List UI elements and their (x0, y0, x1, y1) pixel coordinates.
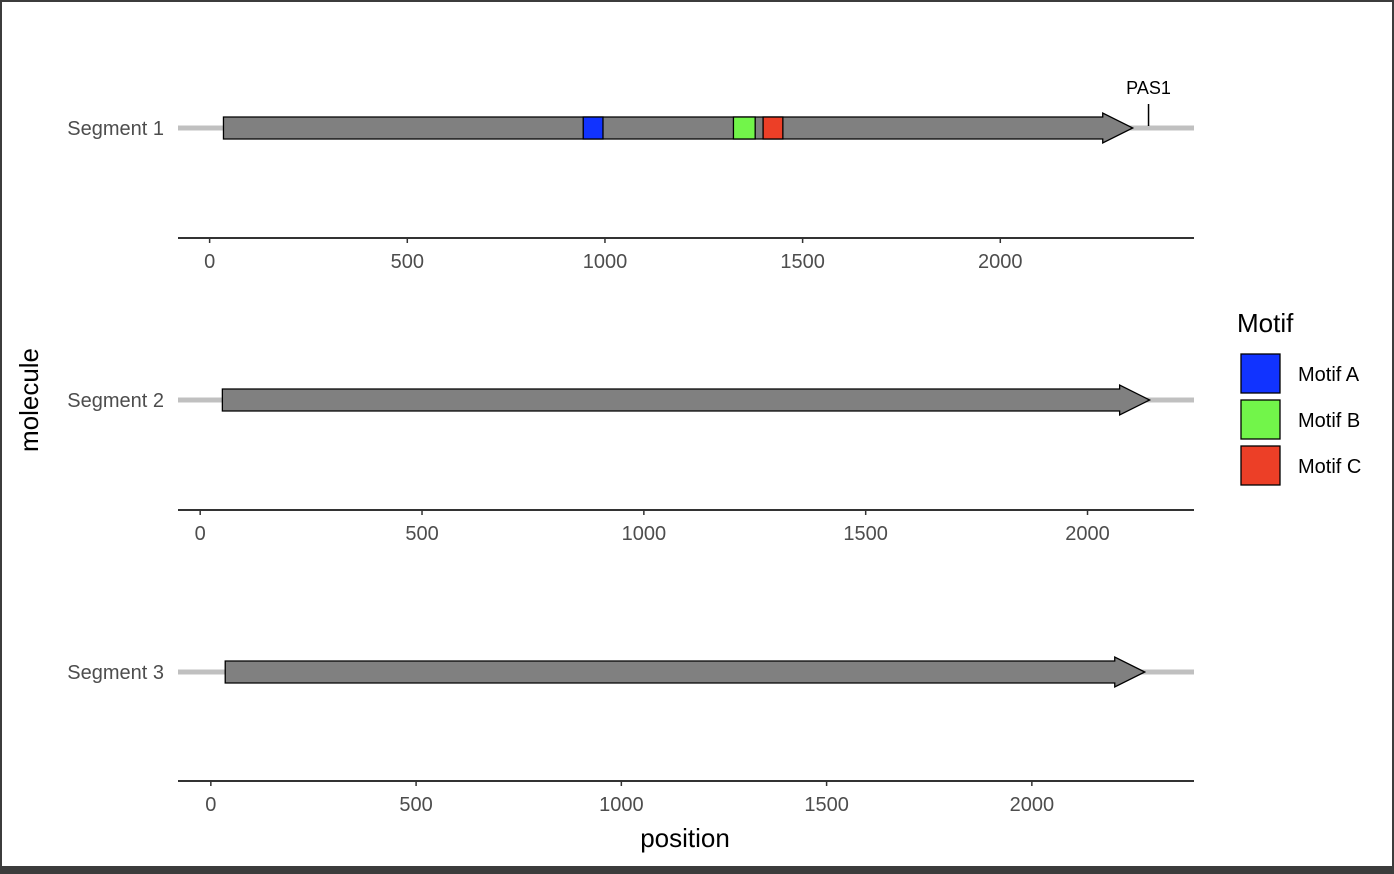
x-tick-label: 500 (405, 523, 438, 545)
gene-arrow (221, 383, 1152, 417)
gene-arrow (224, 655, 1147, 689)
x-tick-label: 1500 (843, 523, 888, 545)
x-tick-label: 0 (204, 251, 215, 273)
molecule-label: Segment 1 (67, 118, 164, 140)
molecule-panel-1: Segment 1 PAS1 0 500 1000 1500 2000 (67, 78, 1194, 273)
legend-title: Motif (1237, 308, 1294, 338)
molecule-panel-3: Segment 3 0 500 1000 1500 2000 (67, 655, 1194, 816)
legend: Motif Motif A Motif B Motif C (1237, 308, 1361, 486)
molecule-panels: Segment 1 PAS1 0 500 1000 1500 2000 Segment 2 0 5… (67, 78, 1194, 816)
molecule-label: Segment 2 (67, 390, 164, 412)
motif-motif-c (762, 116, 784, 140)
legend-swatch (1240, 353, 1281, 394)
x-tick-label: 2000 (978, 251, 1023, 273)
legend-swatch (1240, 445, 1281, 486)
x-tick-label: 1000 (622, 523, 667, 545)
x-tick-label: 1500 (804, 794, 849, 816)
motif-motif-a (582, 116, 604, 140)
x-tick-label: 1500 (780, 251, 825, 273)
x-tick-label: 1000 (583, 251, 628, 273)
legend-label: Motif B (1298, 410, 1360, 432)
x-tick-label: 500 (399, 794, 432, 816)
x-tick-label: 0 (195, 523, 206, 545)
x-tick-label: 500 (391, 251, 424, 273)
legend-label: Motif C (1298, 456, 1361, 478)
x-tick-label: 1000 (599, 794, 644, 816)
x-tick-label: 2000 (1010, 794, 1055, 816)
legend-swatch (1240, 399, 1281, 440)
motif-motif-b (732, 116, 756, 140)
gene-arrow (222, 111, 1135, 145)
x-axis-title: position (640, 823, 730, 853)
x-tick-label: 2000 (1065, 523, 1110, 545)
molecule-label: Segment 3 (67, 662, 164, 684)
molecule-panel-2: Segment 2 0 500 1000 1500 2000 (67, 383, 1194, 545)
y-axis-title: molecule (14, 348, 44, 452)
x-tick-label: 0 (205, 794, 216, 816)
annotation-label: PAS1 (1126, 78, 1171, 98)
legend-label: Motif A (1298, 364, 1360, 386)
